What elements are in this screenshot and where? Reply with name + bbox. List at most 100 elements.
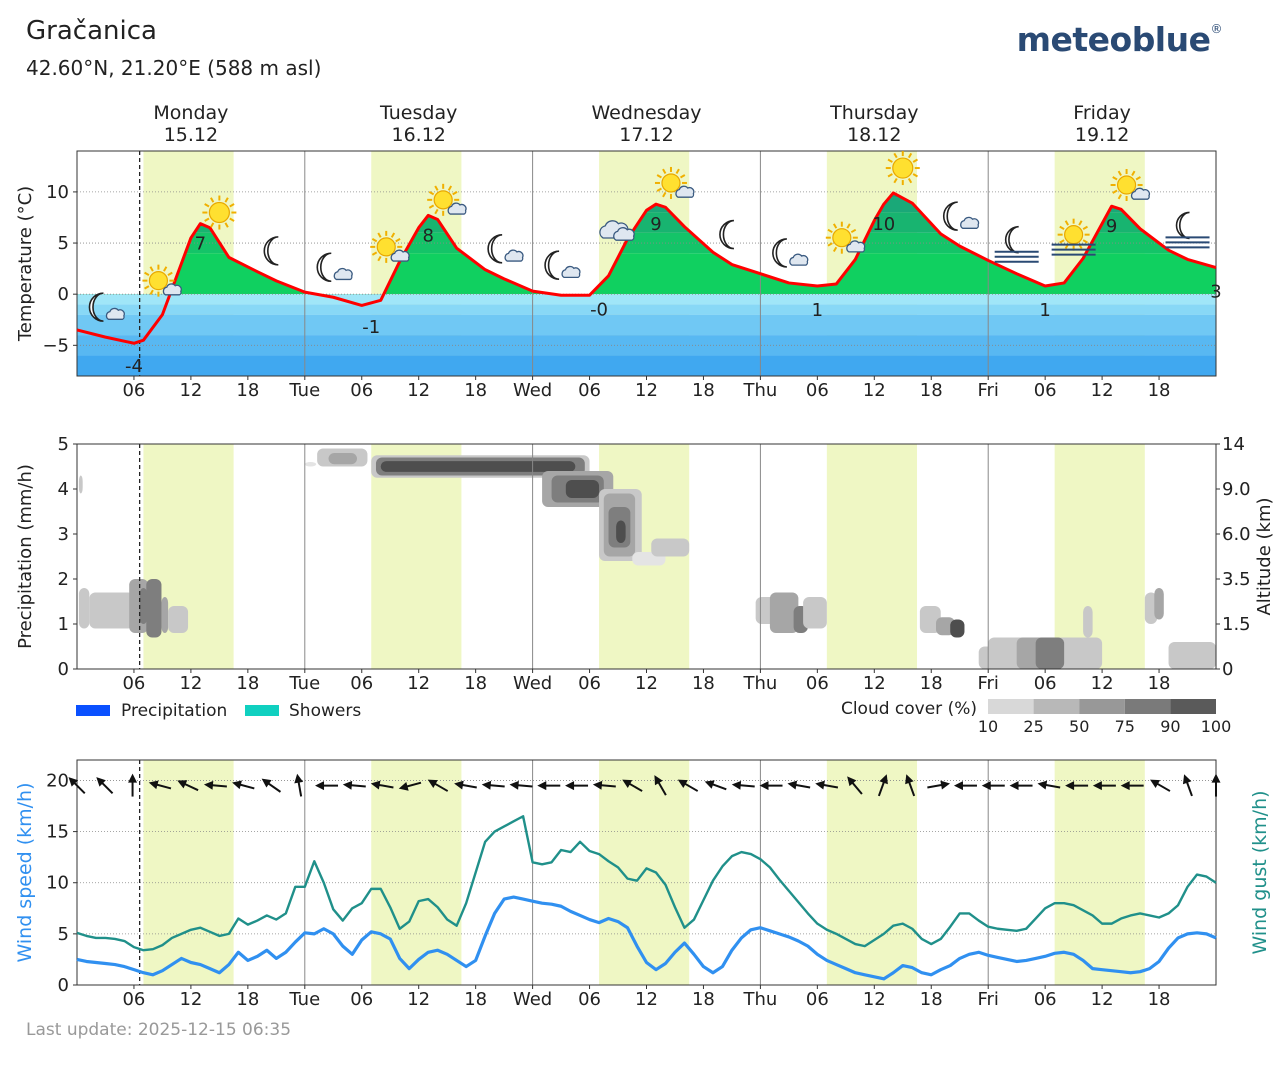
x-tick-label: 18 (464, 380, 487, 401)
wind-arrow (877, 774, 888, 797)
wind-arrow (427, 779, 449, 792)
cloud-shape (1130, 187, 1151, 200)
y-tick-label-right: 0 (1222, 659, 1233, 680)
wind-arrow (148, 780, 172, 790)
sun-ray (662, 191, 667, 198)
y-tick-label: 0 (58, 659, 69, 680)
cloud-shape (846, 240, 866, 253)
weather-icon-moon (719, 219, 735, 250)
weather-icon-sun-cloud (370, 230, 410, 263)
sun-ray (149, 289, 154, 295)
x-tick-label: 06 (806, 380, 829, 401)
wind-arrow-head (1211, 773, 1221, 783)
cloud-scale-title: Cloud cover (%) (841, 699, 977, 719)
sun-ray (907, 177, 913, 184)
x-tick-label: 18 (692, 673, 715, 694)
day-name: Monday (153, 102, 228, 124)
sun-ray (204, 217, 210, 222)
sun-disc (208, 201, 230, 224)
wind-arrow (537, 781, 561, 791)
sun-ray (827, 242, 833, 247)
weather-icon-moon-fog (994, 225, 1039, 263)
sun-ray (850, 228, 857, 234)
weather-icon-moon-cloud (487, 234, 524, 264)
weather-icon-sun (885, 151, 920, 186)
wind-arrow-head (1182, 774, 1192, 785)
wind-arrow-head (481, 780, 492, 790)
wind-arrow-head (342, 780, 353, 790)
cloud-shape (675, 185, 695, 198)
wind-arrow (1009, 781, 1033, 791)
cloud-cell (78, 588, 90, 629)
y-tick-label: 5 (58, 924, 69, 945)
x-tick-label: Thu (742, 380, 777, 401)
x-tick-label: 18 (236, 989, 259, 1010)
y-tick-label: 10 (46, 873, 69, 894)
day-name: Thursday (829, 102, 918, 124)
sun-ray (377, 255, 382, 262)
wind-arrow-head (1009, 781, 1019, 791)
wind-arrow-head (815, 780, 825, 790)
cloud-shape (613, 227, 635, 241)
weather-icon-sun-cloud (1110, 169, 1151, 202)
x-tick-label: 12 (407, 673, 430, 694)
sun-ray (390, 232, 396, 238)
moon-icon (1004, 225, 1019, 254)
sun-disc (1116, 175, 1137, 195)
cloud-cell (139, 588, 148, 624)
x-tick-label: 18 (464, 673, 487, 694)
y-tick-label: 5 (58, 434, 69, 455)
weather-icon-sun-cloud (427, 183, 467, 216)
wind-arrow (927, 780, 951, 790)
weather-icon-sun-cloud (825, 221, 866, 254)
y-axis-label: Wind speed (km/h) (14, 782, 36, 962)
wind-arrow (1065, 781, 1089, 791)
moon-icon (772, 238, 787, 268)
sun-ray (210, 197, 215, 203)
fog-icon (994, 250, 1039, 263)
cloud-cell (1083, 606, 1093, 638)
cloud-scale-segment (1033, 699, 1080, 714)
brand-logo[interactable]: meteoblue® (1017, 20, 1223, 59)
cloud-cell (168, 606, 189, 633)
wind-arrow (1092, 781, 1116, 791)
x-tick-label: 18 (920, 673, 943, 694)
x-tick-label: 18 (1148, 673, 1171, 694)
sun-ray (1082, 239, 1088, 244)
y-tick-label-right: 14 (1222, 434, 1245, 455)
cloud-cell (304, 462, 317, 467)
sun-ray (371, 251, 378, 256)
cloud-scale-segment (1079, 699, 1125, 714)
sun-ray (1059, 239, 1065, 244)
cloud-scale-tick: 50 (1069, 717, 1089, 736)
wind-arrow-head (592, 780, 603, 790)
wind-arrow (398, 781, 422, 791)
y-tick-label: 3 (58, 524, 69, 545)
moon-icon (544, 250, 560, 281)
sun-ray (204, 203, 210, 208)
x-tick-label: Fri (977, 380, 998, 401)
cold-band (77, 294, 1216, 305)
wind-arrow-head (1092, 781, 1102, 791)
cloud-cell (89, 592, 134, 629)
moon-crescent (772, 238, 787, 268)
sun-ray (452, 190, 458, 196)
wind-arrow (1211, 773, 1221, 797)
sun-ray (887, 173, 893, 178)
y-tick-label: 20 (46, 770, 69, 791)
x-tick-label: Wed (513, 673, 552, 694)
cloud-icon (504, 249, 524, 262)
x-tick-label: 18 (464, 989, 487, 1010)
sun-icon (885, 151, 920, 186)
sun-disc (832, 228, 852, 248)
cloud-icon (846, 240, 866, 253)
wind-arrow-head (940, 780, 951, 790)
wind-arrow-head (654, 775, 663, 786)
x-tick-label: Thu (742, 673, 777, 694)
wind-arrow-head (565, 781, 575, 791)
cloud-icon (613, 227, 635, 241)
sun-ray (428, 204, 435, 209)
y-tick-label: 0 (58, 975, 69, 996)
wind-arrow-head (509, 780, 519, 790)
weather-icon-moon-cloud (88, 292, 125, 322)
